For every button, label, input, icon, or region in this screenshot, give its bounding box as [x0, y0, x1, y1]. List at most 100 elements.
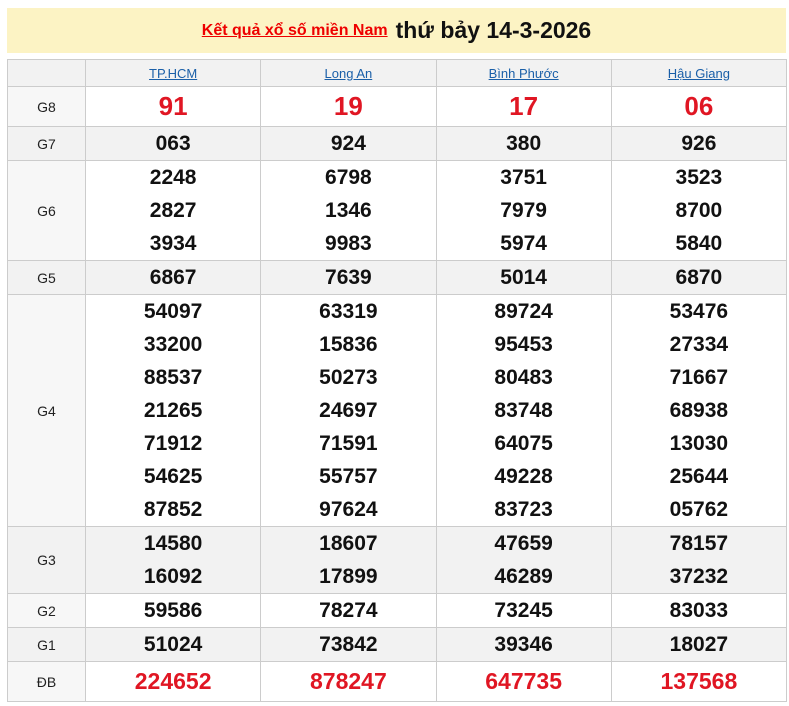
result-number: 88537	[143, 366, 203, 389]
result-cell: 59586	[84, 593, 262, 628]
result-number: 83723	[494, 498, 553, 521]
province-link[interactable]: Long An	[324, 65, 373, 81]
result-number: 80483	[494, 366, 553, 389]
prize-label: G5	[7, 260, 86, 295]
result-cell: 18607 17899	[260, 526, 437, 594]
result-number: 1346	[325, 199, 372, 222]
result-number: 15836	[319, 333, 378, 356]
result-cell: 17	[435, 86, 612, 127]
result-number: 78274	[319, 599, 378, 622]
result-number: 18607	[319, 532, 378, 555]
result-number: 25644	[669, 465, 729, 488]
results-table: TP.HCM Long An Bình Phước Hậu Giang G8 91 19 1…	[7, 59, 788, 702]
result-number: 5974	[500, 232, 547, 255]
result-cell: 53476 27334 71667 68938 13030 25644 05762	[610, 294, 788, 527]
result-cell: 380	[435, 126, 612, 161]
result-number: 7979	[500, 199, 547, 222]
prize-row-g4: G4 54097 33200 88537 21265 71912 54625 87852 633…	[7, 294, 788, 527]
result-cell: 6798 1346 9983	[260, 160, 437, 261]
result-number: 33200	[143, 333, 203, 356]
prize-label: G8	[7, 86, 86, 127]
result-number: 27334	[669, 333, 729, 356]
result-number: 55757	[319, 465, 378, 488]
result-cell: 224652	[84, 661, 262, 702]
prize-row-g8: G8 91 19 17 06	[7, 86, 788, 127]
result-cell: 18027	[610, 627, 788, 662]
result-number: 3751	[500, 166, 547, 189]
prize-label: G6	[7, 160, 86, 261]
result-number: 2248	[149, 166, 197, 189]
result-number: 05762	[669, 498, 729, 521]
result-number: 878247	[310, 668, 387, 694]
prize-row-g6: G6 2248 2827 3934 6798 1346 9983 3751 7979 5974 35…	[7, 160, 788, 261]
result-cell: 926	[610, 126, 788, 161]
result-number: 71667	[669, 366, 729, 389]
result-number: 063	[155, 132, 191, 155]
title-link[interactable]: Kết quả xổ số miền Nam	[201, 21, 388, 39]
prize-label: G7	[7, 126, 86, 161]
province-header: Bình Phước	[435, 59, 612, 87]
result-cell: 83033	[610, 593, 788, 628]
result-number: 137568	[660, 668, 738, 694]
province-link[interactable]: Hậu Giang	[667, 65, 730, 81]
province-link[interactable]: TP.HCM	[149, 65, 198, 81]
result-cell: 73245	[435, 593, 612, 628]
result-number: 51024	[143, 633, 203, 656]
result-number: 54625	[143, 465, 203, 488]
result-number: 46289	[494, 565, 553, 588]
result-number: 13030	[669, 432, 729, 455]
result-cell: 647735	[435, 661, 612, 702]
result-cell: 3523 8700 5840	[610, 160, 788, 261]
result-cell: 06	[610, 86, 788, 127]
prize-label: G3	[7, 526, 86, 594]
result-number: 53476	[669, 300, 729, 323]
result-number: 17899	[319, 565, 378, 588]
result-number: 19	[333, 91, 363, 121]
result-number: 59586	[143, 599, 203, 622]
corner-cell	[7, 59, 86, 87]
prize-row-g1: G1 51024 73842 39346 18027	[7, 627, 788, 662]
result-number: 78157	[669, 532, 729, 555]
result-number: 5840	[675, 232, 723, 255]
result-number: 39346	[494, 633, 553, 656]
prize-row-g7: G7 063 924 380 926	[7, 126, 788, 161]
result-cell: 137568	[610, 661, 788, 702]
prize-label: G4	[7, 294, 86, 527]
province-link[interactable]: Bình Phước	[488, 65, 559, 81]
result-cell: 54097 33200 88537 21265 71912 54625 87852	[84, 294, 262, 527]
prize-row-g5: G5 6867 7639 5014 6870	[7, 260, 788, 295]
result-cell: 924	[260, 126, 437, 161]
result-cell: 63319 15836 50273 24697 71591 55757 97624	[260, 294, 437, 527]
result-number: 37232	[669, 565, 729, 588]
result-number: 63319	[319, 300, 378, 323]
result-number: 926	[681, 132, 717, 155]
result-cell: 063	[84, 126, 262, 161]
result-number: 6798	[325, 166, 372, 189]
result-number: 95453	[494, 333, 553, 356]
result-number: 380	[506, 132, 542, 155]
result-number: 87852	[143, 498, 203, 521]
result-number: 83748	[494, 399, 553, 422]
result-number: 73842	[319, 633, 378, 656]
result-number: 89724	[494, 300, 553, 323]
province-header: Long An	[260, 59, 437, 87]
prize-label: G2	[7, 593, 86, 628]
result-cell: 51024	[84, 627, 262, 662]
result-number: 97624	[319, 498, 378, 521]
result-number: 7639	[325, 266, 372, 289]
result-number: 54097	[143, 300, 203, 323]
result-cell: 89724 95453 80483 83748 64075 49228 83723	[435, 294, 612, 527]
province-header: Hậu Giang	[610, 59, 788, 87]
result-cell: 39346	[435, 627, 612, 662]
result-number: 21265	[143, 399, 203, 422]
title-bar: Kết quả xổ số miền Nam thứ bảy 14-3-2026	[7, 8, 786, 53]
result-number: 6870	[675, 266, 723, 289]
result-number: 14580	[143, 532, 203, 555]
result-number: 18027	[669, 633, 729, 656]
result-number: 3934	[149, 232, 197, 255]
prize-row-g3: G3 14580 16092 18607 17899 47659 46289 78157 372…	[7, 526, 788, 594]
result-number: 9983	[325, 232, 372, 255]
prize-row-đb: ĐB 224652 878247 647735 137568	[7, 661, 788, 702]
result-number: 47659	[494, 532, 553, 555]
result-number: 49228	[494, 465, 553, 488]
